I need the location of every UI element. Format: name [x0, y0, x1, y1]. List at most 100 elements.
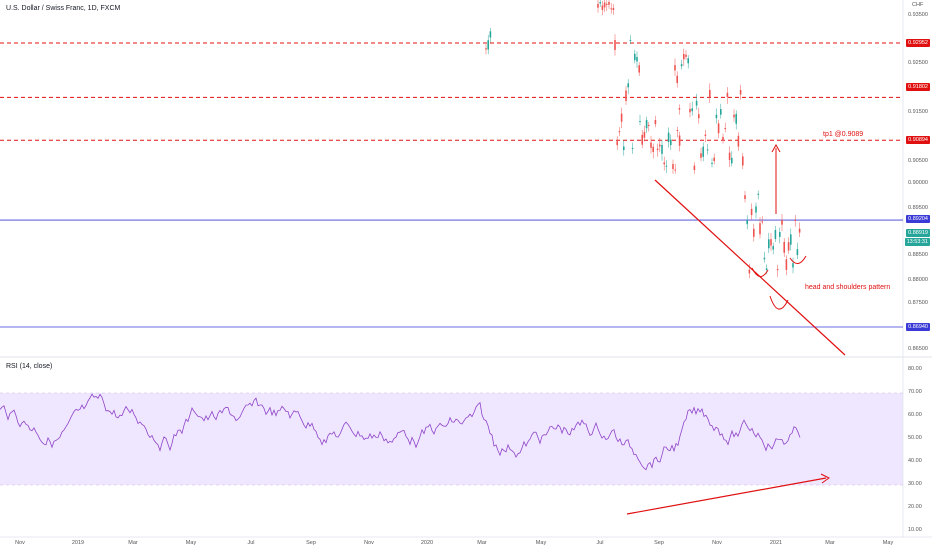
candle-body	[715, 114, 718, 119]
price-tick: 0.89500	[908, 205, 928, 211]
pattern-annotation[interactable]: head and shoulders pattern	[805, 284, 891, 291]
candle-body	[704, 134, 707, 136]
symbol-title[interactable]: U.S. Dollar / Swiss Franc, 1D, FXCM	[6, 5, 121, 12]
candle-body	[620, 113, 623, 122]
candle-body	[485, 48, 487, 50]
trend-line-price[interactable]	[654, 179, 846, 356]
price-tick: 0.88500	[908, 252, 928, 258]
candle-body	[776, 268, 779, 270]
candle-body	[645, 120, 648, 129]
rsi-tick: 10.00	[908, 527, 922, 533]
candle-body	[779, 232, 781, 237]
candles	[485, 0, 801, 279]
candle-body	[783, 241, 785, 253]
right-shoulder-arc	[789, 255, 807, 264]
candle-body	[667, 132, 670, 143]
candle-body	[625, 90, 627, 101]
candle-body	[733, 114, 735, 118]
candle-body	[683, 53, 685, 60]
candle-body	[614, 40, 616, 50]
candle-body	[750, 208, 753, 216]
candle-body	[724, 128, 726, 130]
candle-body	[638, 65, 640, 73]
candle-body	[654, 120, 657, 125]
time-tick: May	[185, 540, 197, 546]
candle-body	[650, 142, 652, 148]
rsi-arrow-head	[820, 473, 830, 484]
trend-line-rsi[interactable]	[626, 477, 827, 515]
candle-body	[706, 149, 709, 151]
candle-body	[744, 195, 746, 199]
candle-body	[656, 148, 659, 151]
candle-body	[759, 223, 761, 235]
candle-body	[785, 259, 788, 270]
candle-body	[726, 92, 729, 98]
time-tick: Nov	[15, 540, 25, 546]
candle-body	[689, 108, 691, 113]
candle-body	[739, 90, 742, 95]
tp1-annotation[interactable]: tp1 @0.9089	[823, 131, 864, 138]
candle-body	[674, 65, 676, 71]
candle-body	[627, 83, 629, 88]
tp-arrow-head	[771, 143, 781, 153]
candle-body	[700, 153, 702, 158]
candle-body	[711, 162, 713, 164]
candle-body	[678, 108, 681, 110]
level-lines[interactable]	[0, 42, 903, 328]
price-tick: 0.92500	[908, 60, 928, 66]
candle-body	[610, 8, 612, 10]
last-price-label: 0.88919	[906, 229, 930, 237]
candle-body	[763, 257, 766, 260]
candle-body	[639, 121, 641, 123]
time-tick: Mar	[128, 540, 138, 546]
level-label: 0.89204	[906, 215, 930, 223]
candle-body	[765, 268, 768, 270]
time-tick: May	[882, 540, 894, 546]
candle-body	[790, 234, 792, 245]
time-tick: Sep	[306, 540, 316, 546]
price-tick: 0.88000	[908, 277, 928, 283]
time-tick: 2019	[71, 540, 85, 546]
head-arc	[769, 295, 789, 310]
candle-body	[774, 229, 777, 240]
drawings[interactable]	[626, 143, 846, 515]
candle-body	[606, 3, 608, 5]
candle-body	[634, 53, 636, 61]
candle-body	[693, 165, 696, 170]
candle-body	[787, 242, 790, 251]
candle-body	[663, 162, 665, 165]
candle-body	[599, 2, 601, 4]
candle-body	[636, 56, 638, 62]
candle-body	[603, 2, 606, 8]
candle-body	[670, 139, 672, 146]
candle-body	[709, 90, 711, 97]
candle-body	[691, 108, 693, 112]
candle-body	[772, 246, 774, 250]
price-tick: 0.90000	[908, 180, 928, 186]
candle-body	[648, 124, 650, 126]
rsi-tick: 40.00	[908, 458, 922, 464]
time-tick: Jul	[247, 540, 255, 546]
candle-body	[676, 130, 679, 132]
price-tick: 0.87500	[908, 300, 928, 306]
candle-body	[659, 144, 661, 147]
candle-body	[737, 135, 740, 147]
rsi-tick: 50.00	[908, 435, 922, 441]
candle-body	[676, 75, 678, 83]
level-label: 0.91802	[906, 83, 930, 91]
left-shoulder-arc	[751, 267, 769, 277]
candle-body	[768, 239, 770, 249]
candle-body	[618, 131, 621, 133]
rsi-title[interactable]: RSI (14, close)	[6, 363, 53, 370]
rsi-tick: 20.00	[908, 504, 922, 510]
candle-body	[665, 165, 668, 167]
candle-body	[629, 40, 632, 41]
level-label: 0.86940	[906, 323, 930, 331]
candle-body	[796, 249, 799, 256]
candle-body	[720, 109, 722, 115]
rsi-tick: 80.00	[908, 366, 922, 372]
time-tick: 2020	[420, 540, 434, 546]
candle-body	[792, 263, 794, 268]
level-label: 0.90894	[906, 136, 930, 144]
